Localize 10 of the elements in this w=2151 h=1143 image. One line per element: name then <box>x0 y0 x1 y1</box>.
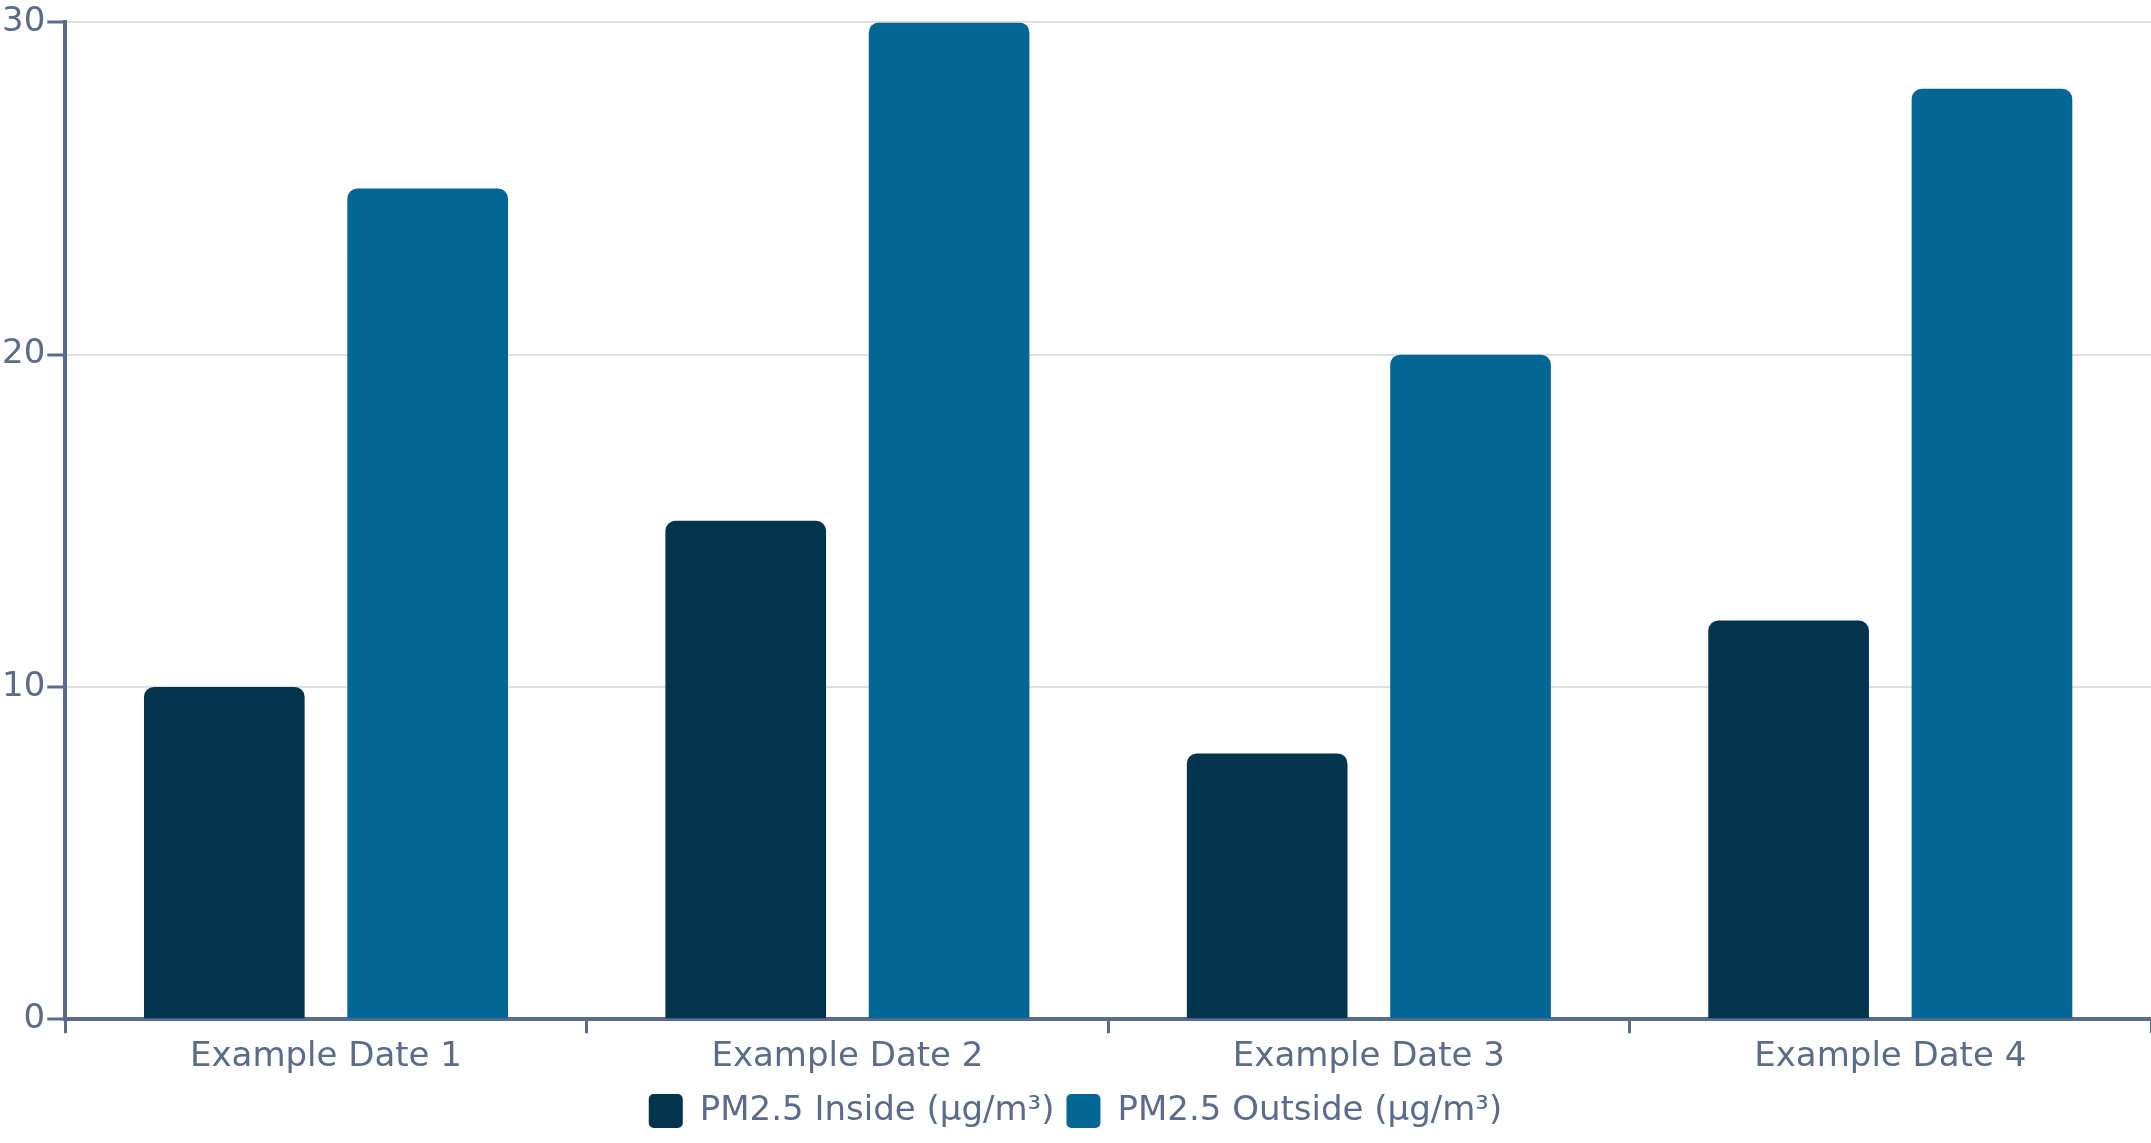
x-tick-label: Example Date 3 <box>1232 1034 1505 1075</box>
legend-label: PM2.5 Outside (µg/m³) <box>1117 1087 1503 1128</box>
x-tick-label: Example Date 4 <box>1754 1034 2027 1075</box>
y-tick-label: 10 <box>2 663 46 704</box>
legend-label: PM2.5 Inside (µg/m³) <box>699 1087 1055 1128</box>
y-tick-label: 30 <box>2 0 46 40</box>
y-tick-label: 0 <box>23 996 46 1037</box>
x-tick-label: Example Date 1 <box>189 1034 462 1075</box>
y-tick-label: 20 <box>2 331 46 372</box>
x-tick-label: Example Date 2 <box>711 1034 984 1075</box>
